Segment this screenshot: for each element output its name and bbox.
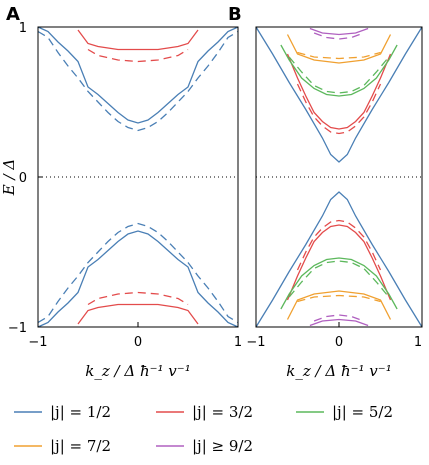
legend-label-j-9-2: |j| ≥ 9/2 (192, 437, 253, 455)
panel-b-series-8-upper (313, 32, 365, 40)
panel-b-series-0-upper (255, 26, 423, 163)
panel-b-series-0-lower (255, 191, 423, 328)
panel-a-xtick-label-mid: 0 (134, 335, 142, 350)
panel-a-series-2-upper (77, 29, 199, 51)
panel-a-series-3-lower (87, 291, 189, 306)
panel-a-series-2-lower (77, 303, 199, 325)
panel-b-series-1-upper (286, 53, 392, 130)
panel-a-series-0-lower (37, 230, 239, 328)
panel-b-series-3-upper (280, 44, 398, 97)
panel-b-series-7-upper (309, 27, 369, 36)
panel-a-series-1-upper (37, 30, 239, 132)
panel-a-xtick-label-right: 1 (234, 335, 242, 350)
legend-label-j-7-2: |j| = 7/2 (50, 437, 111, 455)
panel-b-series-3-lower (280, 257, 398, 310)
panel-b-series-2-lower (296, 219, 382, 271)
panel-b-series-5-lower (286, 290, 392, 320)
panel-a-xlabel: k_z / Δ ħ⁻¹ v⁻¹ (85, 362, 190, 380)
panel-b-curves (255, 26, 423, 328)
panel-b-label: B (228, 4, 242, 25)
panel-a-series-3-upper (87, 48, 189, 63)
panel-a: A 1 0 −1 −1 0 1 k_z / Δ ħ⁻¹ v⁻¹ E / Δ (0, 4, 242, 380)
panel-a-label: A (6, 4, 20, 25)
panel-b-series-8-lower (313, 314, 365, 322)
panel-b-xlabel: k_z / Δ ħ⁻¹ v⁻¹ (286, 362, 391, 380)
panel-b-series-6-lower (297, 294, 381, 303)
panel-a-ytick-label-top: 1 (19, 21, 27, 36)
panel-a-series-0-upper (37, 26, 239, 124)
panel-a-curves (37, 26, 239, 328)
legend: |j| = 1/2 |j| = 3/2 |j| = 5/2 |j| = 7/2 … (14, 403, 393, 455)
panel-a-ytick-label-mid: 0 (19, 171, 27, 186)
panel-a-series-1-lower (37, 222, 239, 324)
panel-b-series-7-lower (309, 318, 369, 327)
panel-a-ytick-label-bottom: −1 (8, 321, 27, 336)
panel-b-xtick-label-right: 1 (414, 335, 422, 350)
panel-b: B −1 0 1 k_z / Δ ħ⁻¹ v⁻¹ (228, 4, 423, 380)
panel-b-xtick-label-mid: 0 (335, 335, 343, 350)
legend-label-j-5-2: |j| = 5/2 (332, 403, 393, 421)
legend-label-j-3-2: |j| = 3/2 (192, 403, 253, 421)
panel-b-series-2-upper (296, 83, 382, 135)
panel-a-xtick-label-left: −1 (28, 335, 47, 350)
panel-b-series-1-lower (286, 224, 392, 301)
panel-a-ylabel: E / Δ (0, 159, 18, 196)
panel-b-series-6-upper (297, 51, 381, 60)
legend-label-j-1-2: |j| = 1/2 (50, 403, 111, 421)
panel-b-series-5-upper (286, 34, 392, 64)
panel-b-xtick-label-left: −1 (246, 335, 265, 350)
